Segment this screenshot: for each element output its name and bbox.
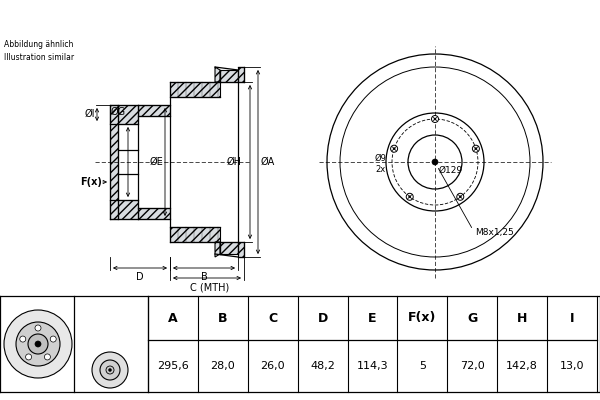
Circle shape	[50, 336, 56, 342]
Text: D: D	[317, 312, 328, 324]
Circle shape	[434, 118, 436, 120]
Polygon shape	[110, 105, 138, 124]
Text: E: E	[368, 312, 377, 324]
Circle shape	[391, 145, 398, 152]
Text: 13,0: 13,0	[560, 361, 584, 371]
Polygon shape	[238, 67, 244, 82]
Circle shape	[35, 341, 41, 347]
Text: 28,0: 28,0	[211, 361, 235, 371]
Polygon shape	[215, 242, 220, 257]
Text: F(x): F(x)	[80, 177, 102, 187]
Text: C (MTH): C (MTH)	[190, 282, 230, 292]
Text: M8x1,25: M8x1,25	[475, 228, 514, 236]
Text: ØA: ØA	[261, 157, 275, 167]
Text: ØI: ØI	[85, 109, 95, 119]
Circle shape	[20, 336, 26, 342]
Circle shape	[4, 310, 72, 378]
Text: Ø129: Ø129	[439, 166, 463, 174]
Polygon shape	[138, 105, 170, 116]
Text: 114,3: 114,3	[356, 361, 388, 371]
Circle shape	[16, 322, 60, 366]
Circle shape	[393, 148, 395, 150]
Circle shape	[100, 360, 120, 380]
Circle shape	[109, 368, 112, 372]
Circle shape	[431, 116, 439, 122]
Text: H: H	[517, 312, 527, 324]
Text: F(x): F(x)	[408, 312, 437, 324]
Text: 72,0: 72,0	[460, 361, 485, 371]
Text: 48,2: 48,2	[310, 361, 335, 371]
Circle shape	[432, 159, 438, 165]
Text: 24.0128-0228.1: 24.0128-0228.1	[172, 8, 344, 26]
Circle shape	[44, 354, 50, 360]
Polygon shape	[110, 105, 118, 219]
Text: I: I	[570, 312, 574, 324]
Text: ØG: ØG	[111, 107, 126, 117]
Circle shape	[409, 196, 411, 198]
Text: 5: 5	[419, 361, 426, 371]
Circle shape	[406, 193, 413, 200]
Polygon shape	[170, 82, 220, 97]
Polygon shape	[170, 227, 220, 242]
Text: 142,8: 142,8	[506, 361, 538, 371]
Text: A: A	[168, 312, 178, 324]
Text: B: B	[200, 272, 208, 282]
Text: 26,0: 26,0	[260, 361, 285, 371]
Circle shape	[472, 145, 479, 152]
Polygon shape	[220, 70, 238, 82]
Polygon shape	[110, 200, 138, 219]
Text: Ø9: Ø9	[374, 154, 386, 162]
Polygon shape	[138, 208, 170, 219]
Text: Abbildung ähnlich
Illustration similar: Abbildung ähnlich Illustration similar	[4, 40, 74, 62]
Text: G: G	[467, 312, 478, 324]
Text: 295,6: 295,6	[157, 361, 189, 371]
Text: 428228: 428228	[397, 8, 479, 26]
Text: ØE: ØE	[149, 157, 163, 167]
Circle shape	[475, 148, 477, 150]
Circle shape	[35, 325, 41, 331]
Circle shape	[106, 366, 114, 374]
Polygon shape	[215, 67, 220, 82]
Text: B: B	[218, 312, 227, 324]
Polygon shape	[220, 242, 238, 254]
Circle shape	[92, 352, 128, 388]
Text: D: D	[136, 272, 144, 282]
Circle shape	[459, 196, 461, 198]
Circle shape	[457, 193, 464, 200]
Text: ØH: ØH	[227, 157, 242, 167]
Circle shape	[28, 334, 48, 354]
Text: C: C	[268, 312, 277, 324]
Circle shape	[26, 354, 32, 360]
Text: 2x: 2x	[376, 166, 386, 174]
Polygon shape	[238, 242, 244, 257]
